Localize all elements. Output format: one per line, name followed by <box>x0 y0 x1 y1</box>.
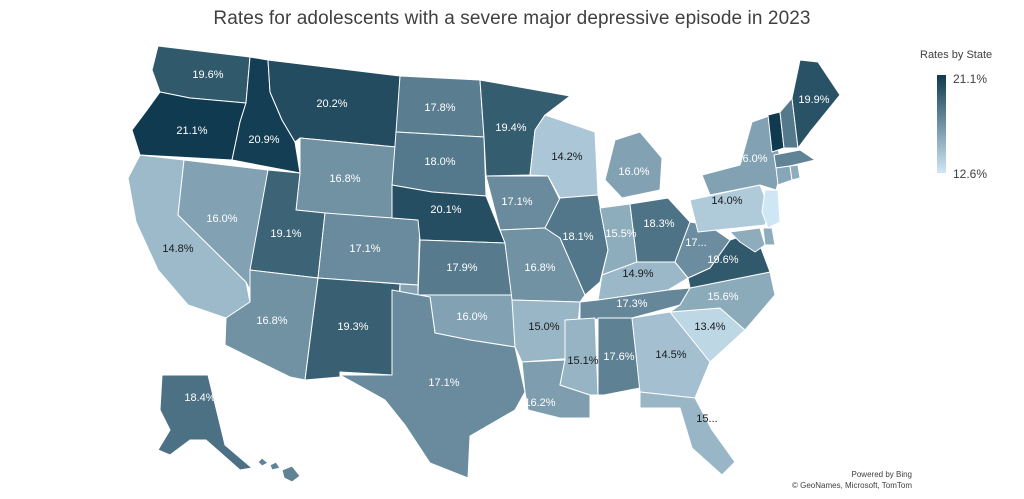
state-label-tn: 17.3% <box>616 298 647 310</box>
state-label-nd: 17.8% <box>424 102 455 114</box>
state-label-wv: 17... <box>685 237 706 249</box>
legend-title: Rates by State <box>920 49 993 61</box>
legend-gradient-bar <box>937 75 946 173</box>
state-label-mi: 16.0% <box>618 166 649 178</box>
state-label-ok: 16.0% <box>456 311 487 323</box>
state-label-or: 21.1% <box>176 125 207 137</box>
state-label-al: 17.6% <box>603 351 634 363</box>
state-label-tx: 17.1% <box>428 377 459 389</box>
state-label-ky: 14.9% <box>622 268 653 280</box>
state-label-il: 18.1% <box>562 231 593 243</box>
state-label-va: 19.6% <box>707 254 738 266</box>
credit-powered-by: Powered by Bing <box>851 470 912 479</box>
state-label-sc: 13.4% <box>694 321 725 333</box>
state-tx <box>339 289 526 479</box>
state-ar <box>511 299 581 363</box>
state-label-co: 17.1% <box>349 243 380 255</box>
state-label-fl: 15... <box>696 413 717 425</box>
state-label-ia: 17.1% <box>501 196 532 208</box>
state-wv <box>674 221 731 279</box>
state-label-pa: 14.0% <box>711 195 742 207</box>
state-me <box>791 59 841 149</box>
state-label-id: 20.9% <box>248 134 279 146</box>
state-ct <box>775 165 793 186</box>
legend-max-label: 21.1% <box>953 72 988 86</box>
state-label-ms: 15.1% <box>567 355 598 367</box>
state-hi <box>257 457 301 483</box>
state-label-ne: 20.1% <box>430 204 461 216</box>
state-mi <box>604 131 663 199</box>
state-nv <box>177 159 269 291</box>
labels-layer: 19.6% 21.1% 14.8% 20.9% 16.0% 20.2% 16.8% 19.1%… <box>162 69 829 425</box>
state-label-wa: 19.6% <box>192 69 223 81</box>
state-label-ca: 14.8% <box>162 243 193 255</box>
state-label-la: 16.2% <box>524 397 555 409</box>
state-md <box>729 227 766 253</box>
state-tn <box>579 287 691 321</box>
state-label-nm: 19.3% <box>337 321 368 333</box>
state-label-nc: 15.6% <box>707 291 738 303</box>
state-fl <box>639 391 736 476</box>
state-label-ga: 14.5% <box>655 349 686 361</box>
state-ri <box>789 164 801 181</box>
state-label-me: 19.9% <box>798 94 829 106</box>
states-layer <box>127 45 841 483</box>
state-label-oh: 18.3% <box>643 218 674 230</box>
state-nj <box>761 189 781 229</box>
state-label-ks: 17.9% <box>446 262 477 274</box>
state-label-ny: 16.0% <box>736 153 767 165</box>
state-ms <box>559 317 599 396</box>
state-ga <box>631 311 711 399</box>
state-label-ar: 15.0% <box>528 321 559 333</box>
state-label-wi: 14.2% <box>551 151 582 163</box>
state-label-sd: 18.0% <box>424 156 455 168</box>
state-pa <box>689 184 771 233</box>
state-label-mt: 20.2% <box>316 98 347 110</box>
state-label-az: 16.8% <box>256 315 287 327</box>
state-ma <box>773 149 816 169</box>
state-il <box>544 194 609 296</box>
state-label-in: 15.5% <box>605 228 636 240</box>
state-al <box>597 317 641 396</box>
state-label-mn: 19.4% <box>495 122 526 134</box>
legend-min-label: 12.6% <box>953 167 988 181</box>
state-label-nv: 16.0% <box>206 213 237 225</box>
state-label-mo: 16.8% <box>524 262 555 274</box>
map-title: Rates for adolescents with a severe majo… <box>213 8 811 29</box>
credit-attribution: © GeoNames, Microsoft, TomTom <box>792 481 912 490</box>
state-label-ak: 18.4% <box>184 392 215 404</box>
state-label-ut: 19.1% <box>270 228 301 240</box>
state-label-wy: 16.8% <box>329 173 360 185</box>
state-de <box>762 227 776 246</box>
state-ak <box>157 374 253 471</box>
